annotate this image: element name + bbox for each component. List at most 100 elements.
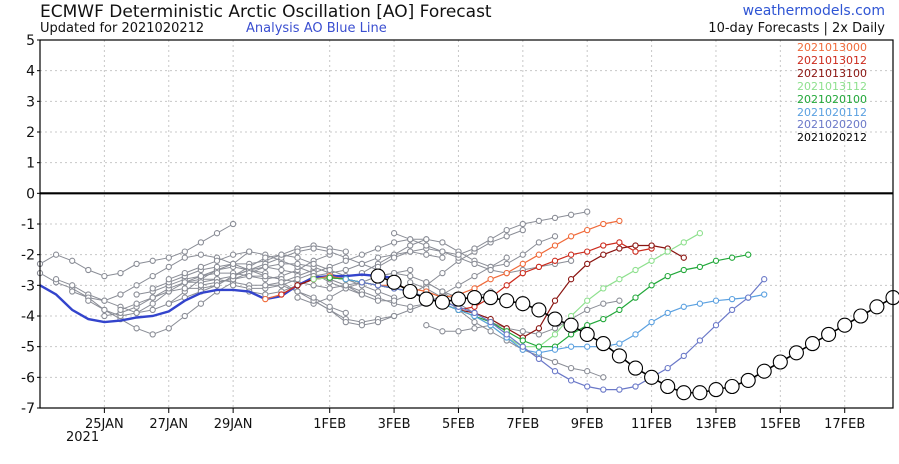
- older-forecast-point: [197, 272, 205, 280]
- forecast-point: [584, 383, 591, 390]
- latest-forecast-point: [611, 348, 627, 364]
- older-forecast-point: [471, 318, 478, 326]
- older-forecast-point: [310, 294, 317, 301]
- older-forecast-point: [262, 282, 269, 289]
- forecast-point: [471, 309, 478, 317]
- site-link[interactable]: weathermodels.com: [742, 3, 885, 19]
- forecast-point: [551, 242, 559, 249]
- older-forecast-point: [439, 248, 446, 255]
- latest-forecast-point: [869, 299, 885, 315]
- older-forecast-point: [407, 266, 414, 274]
- latest-forecast-point: [804, 336, 821, 352]
- older-forecast-point: [455, 328, 462, 335]
- older-forecast-point: [358, 291, 366, 298]
- forecast-point: [761, 291, 768, 298]
- x-tick-label: 7FEB: [506, 417, 539, 432]
- forecast-point: [551, 331, 559, 338]
- forecast-point: [551, 368, 559, 375]
- older-forecast-point: [439, 288, 446, 295]
- y-tick-label: 4: [26, 64, 35, 80]
- forecast-point: [519, 337, 526, 344]
- older-forecast-point: [616, 297, 623, 304]
- older-forecast-point: [213, 282, 221, 289]
- older-forecast-point: [374, 245, 382, 252]
- older-forecast-point: [390, 239, 398, 246]
- y-tick-label: -6: [21, 370, 35, 386]
- older-forecast-point: [390, 312, 398, 320]
- forecast-point: [632, 383, 639, 390]
- x-tick-label: 17FEB: [824, 417, 865, 432]
- forecast-point: [503, 269, 510, 277]
- forecast-point: [567, 343, 575, 350]
- older-forecast-point: [519, 328, 526, 335]
- older-forecast-point: [229, 251, 237, 258]
- forecast-point: [584, 260, 591, 268]
- latest-forecast-point: [627, 360, 644, 376]
- older-forecast-point: [181, 279, 188, 286]
- forecast-point: [616, 340, 623, 347]
- older-forecast-point: [584, 368, 591, 375]
- older-forecast-point: [584, 208, 591, 215]
- forecast-point: [567, 251, 575, 258]
- forecast-point: [680, 352, 687, 360]
- older-forecast-point: [535, 239, 543, 246]
- older-forecast-point: [390, 297, 398, 304]
- forecast-point: [535, 263, 543, 271]
- older-forecast-point: [439, 269, 446, 277]
- older-forecast-point: [149, 272, 156, 280]
- older-forecast-point: [342, 257, 349, 264]
- forecast-point: [600, 386, 607, 393]
- older-forecast-point: [213, 269, 221, 277]
- chart-legend: 2021013000 2021013012 2021013100 2021013112…: [797, 41, 867, 145]
- older-forecast-point: [455, 282, 462, 289]
- forecast-point: [632, 248, 639, 255]
- older-forecast-point: [69, 257, 76, 264]
- older-forecast-point: [519, 251, 526, 258]
- older-forecast-point: [101, 312, 108, 320]
- forecast-point: [632, 294, 639, 301]
- older-forecast-point: [519, 220, 526, 228]
- older-forecast-point: [487, 266, 494, 274]
- forecast-point: [342, 276, 349, 283]
- forecast-point: [551, 257, 559, 264]
- older-forecast-point: [503, 226, 510, 234]
- older-forecast-point: [197, 300, 205, 307]
- older-forecast-point: [358, 322, 366, 329]
- latest-forecast-point: [450, 291, 467, 307]
- older-forecast-point: [374, 288, 382, 295]
- legend-entry: 2021020100: [797, 92, 867, 106]
- latest-forecast-point: [772, 354, 788, 370]
- legend-entry: 2021013112: [797, 79, 867, 93]
- older-forecast-point: [165, 254, 172, 261]
- forecast-point: [567, 233, 575, 240]
- older-forecast-point: [133, 282, 140, 289]
- forecast-point: [616, 386, 623, 393]
- older-forecast-point: [149, 331, 156, 338]
- older-forecast-point: [407, 272, 414, 280]
- forecast-point: [712, 322, 720, 329]
- latest-forecast-point: [579, 326, 595, 342]
- latest-forecast-point: [676, 385, 692, 401]
- older-forecast-point: [439, 328, 446, 335]
- latest-forecast-point: [853, 308, 869, 324]
- latest-forecast-point: [821, 326, 837, 342]
- older-forecast-point: [165, 276, 172, 283]
- x-tick-label: 3FEB: [378, 417, 411, 432]
- latest-forecast-point: [531, 302, 547, 318]
- forecast-point: [551, 346, 559, 353]
- older-forecast-point: [471, 325, 478, 332]
- older-forecast-point: [181, 285, 188, 292]
- forecast-point: [358, 279, 366, 286]
- older-forecast-point: [101, 306, 108, 314]
- forecast-point: [503, 331, 510, 338]
- older-forecast-point: [310, 260, 317, 268]
- forecast-point: [728, 295, 736, 303]
- x-tick-label: 9FEB: [571, 417, 604, 432]
- older-forecast-point: [551, 358, 559, 366]
- older-forecast-point: [503, 260, 510, 268]
- forecast-point: [262, 295, 269, 303]
- forecast-point: [600, 285, 607, 292]
- older-forecast-point: [294, 276, 301, 283]
- forecast-point: [616, 239, 623, 246]
- older-forecast-point: [407, 242, 414, 249]
